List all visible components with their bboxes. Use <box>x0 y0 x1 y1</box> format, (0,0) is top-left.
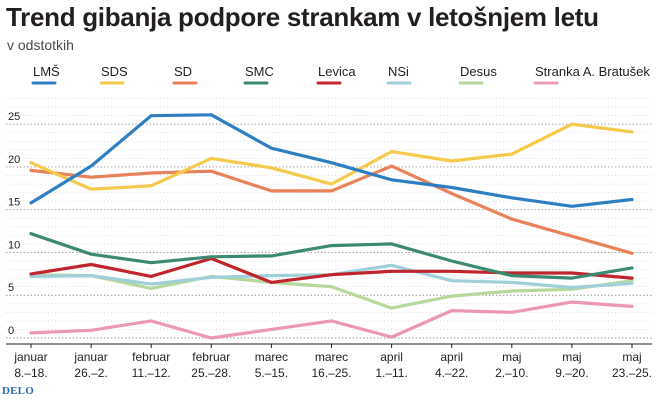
series-line-6-desus <box>29 273 634 310</box>
x-tick-label-dates-3: 25.–28. <box>191 366 231 380</box>
legend-label-2: SD <box>174 64 192 79</box>
y-tick-label-0: 0 <box>8 325 14 337</box>
x-tick-label-month-9: maj <box>562 350 581 364</box>
x-tick-label-month-4: marec <box>255 350 288 364</box>
x-tick-label-dates-6: 1.–11. <box>375 366 407 380</box>
x-tick-label-month-7: april <box>440 350 463 364</box>
x-tick-label-dates-9: 9.–20. <box>555 366 588 380</box>
y-tick-label-25: 25 <box>8 111 20 123</box>
y-tick-label-20: 20 <box>8 154 20 166</box>
x-tick-label-month-3: februar <box>192 350 230 364</box>
legend-label-0: LMŠ <box>33 64 60 79</box>
legend-label-5: NSi <box>388 64 409 79</box>
legend-label-1: SDS <box>101 64 128 79</box>
x-tick-label-dates-0: 8.–18. <box>14 366 47 380</box>
x-tick-label-dates-2: 11.–12. <box>132 366 171 380</box>
x-tick-label-month-10: maj <box>622 350 641 364</box>
x-tick-label-dates-5: 16.–25. <box>311 366 351 380</box>
series-line-3-smc <box>29 232 634 280</box>
y-tick-label-10: 10 <box>8 239 20 251</box>
y-tick-label-5: 5 <box>8 282 14 294</box>
chart-subtitle: v odstotkih <box>7 37 74 53</box>
x-tick-label-dates-4: 5.–15. <box>255 366 288 380</box>
series-line-0-lm <box>29 113 634 208</box>
series-line-2-sd <box>29 164 634 255</box>
x-tick-label-dates-1: 26.–2. <box>74 366 107 380</box>
x-tick-label-month-5: marec <box>315 350 348 364</box>
x-tick-label-dates-8: 2.–10. <box>495 366 528 380</box>
series-line-1-sds <box>29 122 634 191</box>
y-tick-label-15: 15 <box>8 197 20 209</box>
series-line-7-stranka-a-bratu-ek <box>29 300 634 340</box>
x-tick-label-month-1: januar <box>73 350 107 364</box>
x-tick-label-month-6: april <box>380 350 403 364</box>
series-line-4-levica <box>29 256 634 284</box>
legend-label-7: Stranka A. Bratušek <box>535 64 650 79</box>
x-tick-label-month-0: januar <box>13 350 47 364</box>
x-tick-label-month-8: maj <box>502 350 521 364</box>
publisher-logo: DELO <box>2 385 34 397</box>
x-tick-label-dates-10: 23.–25. <box>612 366 652 380</box>
legend-label-6: Desus <box>460 64 497 79</box>
legend-label-4: Levica <box>318 64 356 79</box>
x-tick-label-month-2: februar <box>132 350 170 364</box>
chart-title: Trend gibanja podpore strankam v letošnj… <box>6 2 599 32</box>
legend-label-3: SMC <box>245 64 274 79</box>
x-tick-label-dates-7: 4.–22. <box>435 366 468 380</box>
